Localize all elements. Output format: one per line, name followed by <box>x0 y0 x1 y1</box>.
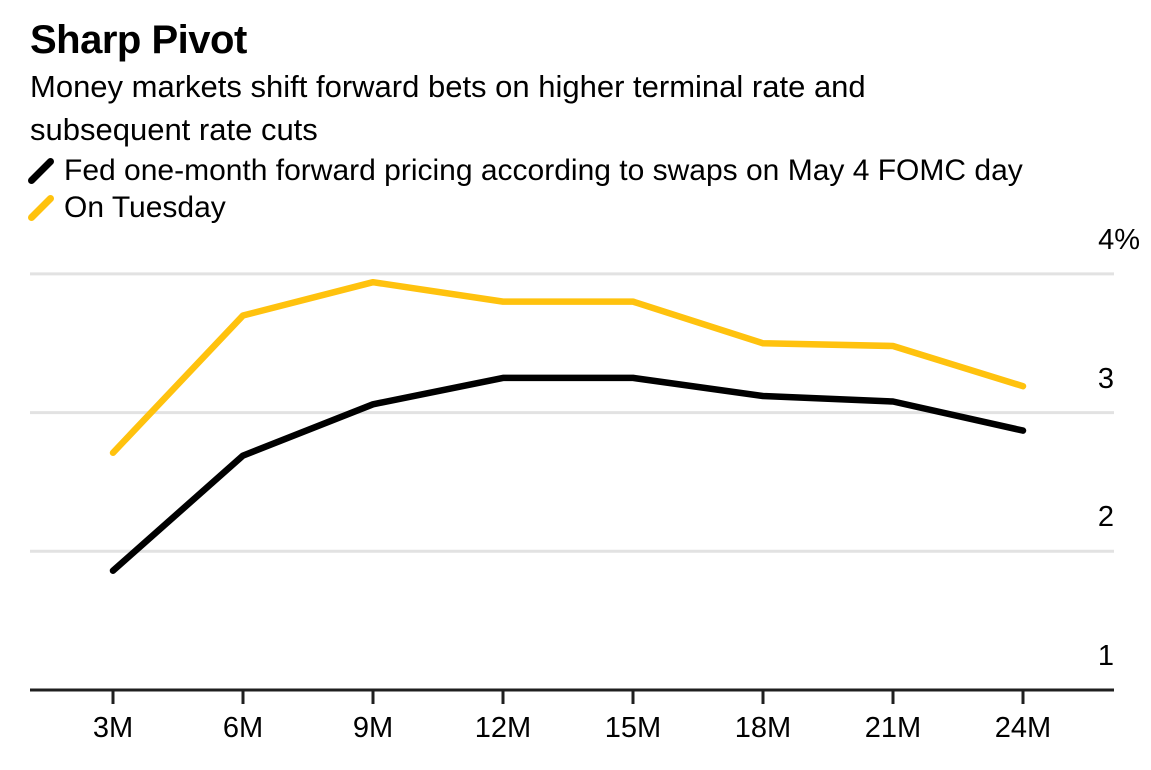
x-axis-label-15m: 15M <box>604 712 662 744</box>
x-axis-label-24m: 24M <box>994 712 1052 744</box>
y-axis-label-4pct: 4% <box>1098 224 1140 256</box>
x-axis-label-18m: 18M <box>734 712 792 744</box>
legend-label-fomc-day: Fed one-month forward pricing according … <box>64 153 1023 187</box>
x-axis-label-9m: 9M <box>352 712 394 744</box>
series-line-fomc-day <box>109 374 1027 574</box>
y-axis-label-3: 3 <box>1097 363 1114 395</box>
diagonal-line-swatch-icon <box>28 157 54 184</box>
y-axis-label-1: 1 <box>1097 640 1114 672</box>
x-axis-label-6m: 6M <box>222 712 264 744</box>
x-axis-label-12m: 12M <box>474 712 532 744</box>
legend-item-tuesday: On Tuesday <box>28 189 1023 226</box>
series-line-tuesday <box>109 278 1027 457</box>
x-axis-label-21m: 21M <box>864 712 922 744</box>
x-axis-label-3m: 3M <box>92 712 134 744</box>
y-axis-label-2: 2 <box>1097 501 1114 533</box>
chart-legend: Fed one-month forward pricing according … <box>28 152 1023 226</box>
legend-label-tuesday: On Tuesday <box>64 190 226 224</box>
swatch-stroke <box>28 194 54 221</box>
swatch-stroke <box>28 157 54 184</box>
chart-subtitle: Money markets shift forward bets on high… <box>30 69 866 147</box>
diagonal-line-swatch-icon <box>28 194 54 221</box>
chart-title: Sharp Pivot <box>30 18 247 62</box>
legend-item-fomc-day: Fed one-month forward pricing according … <box>28 152 1023 189</box>
